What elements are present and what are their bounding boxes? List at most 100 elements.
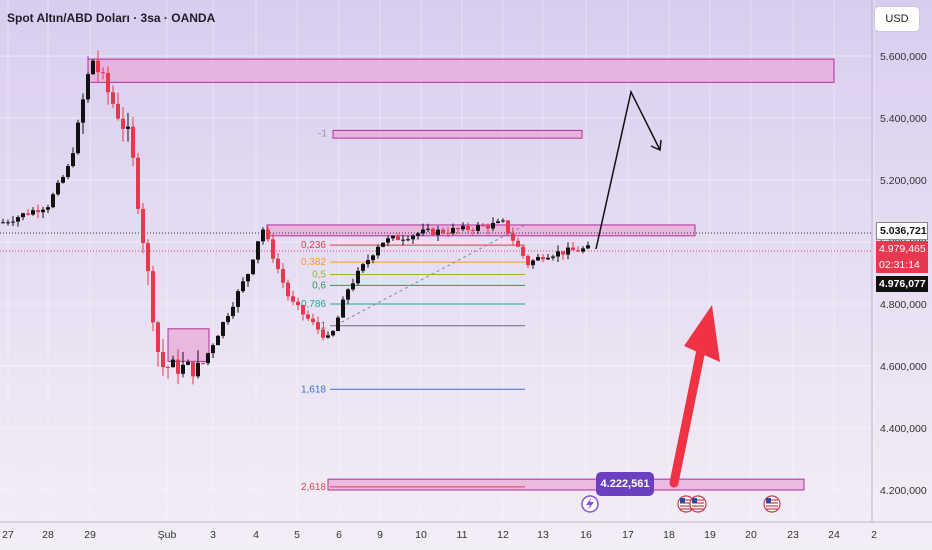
candle-body (421, 229, 425, 234)
candle-body (86, 74, 90, 100)
candle-body (166, 367, 170, 369)
flag-canton (766, 498, 771, 503)
candle-body (161, 352, 165, 368)
x-tick-label: 24 (828, 529, 840, 541)
candle-body (36, 210, 40, 213)
candle-body (546, 257, 550, 260)
candle-body (371, 255, 375, 261)
lightning-icon (581, 495, 599, 513)
candle-body (271, 239, 275, 259)
currency-button[interactable]: USD (874, 6, 920, 32)
candle-body (451, 228, 455, 234)
us-flag-icon (763, 495, 781, 513)
candle-body (251, 259, 255, 275)
candle-body (531, 260, 535, 266)
x-tick-label: 12 (497, 529, 509, 541)
candle-body (486, 225, 490, 229)
candle-body (256, 241, 260, 260)
candle-body (326, 335, 330, 338)
candle-body (281, 269, 285, 283)
grid-lines (0, 0, 874, 522)
candle-body (571, 247, 575, 251)
candle-body (121, 118, 125, 129)
candle-body (436, 229, 440, 236)
forecast-arrowhead (650, 139, 662, 152)
x-tick-label: 18 (663, 529, 675, 541)
x-tick-label: 28 (42, 529, 54, 541)
x-tick-label: 3 (210, 529, 216, 541)
target-price-badge: 4.222,561 (596, 472, 654, 496)
candle-body (261, 229, 265, 242)
candle-body (556, 251, 560, 257)
price-zone (167, 328, 210, 362)
x-tick-label: 23 (787, 529, 799, 541)
candle-body (211, 345, 215, 354)
candle-body (316, 322, 320, 330)
candle-body (101, 72, 105, 74)
candle-body (141, 208, 145, 244)
horizontal-price-lines (0, 232, 872, 252)
candle-body (551, 256, 555, 258)
y-tick-label: 5.600,000 (880, 51, 927, 63)
candle-body (586, 245, 590, 249)
candle-body (351, 283, 355, 290)
y-axis: 5.600,0005.400,0005.200,0005.000,0004.80… (871, 0, 927, 522)
candle-body (1, 222, 5, 224)
candle-body (76, 122, 80, 154)
price-label-low: 4.976,077 (876, 276, 928, 292)
x-tick-label: 9 (377, 529, 383, 541)
candle-body (296, 301, 300, 306)
candle-body (146, 243, 150, 272)
candle-body (176, 359, 180, 374)
candle-body (501, 220, 505, 222)
demand-supply-zones: -1 (87, 56, 835, 491)
candle-body (301, 305, 305, 315)
x-tick-label: Şub (158, 529, 177, 541)
red-arrow-shaft (669, 335, 708, 488)
candle-body (216, 335, 220, 346)
fib-level-label: 0,236 (301, 240, 326, 251)
flag-canton (680, 498, 685, 503)
candle-body (186, 362, 190, 365)
candle-body (266, 229, 270, 240)
x-tick-label: 27 (2, 529, 14, 541)
candle-body (356, 270, 360, 284)
candle-body (96, 60, 100, 73)
candle-body (541, 256, 545, 260)
candle-body (361, 264, 365, 271)
candle-body (61, 176, 65, 183)
candle-body (11, 221, 15, 223)
level-minus-1-label: -1 (318, 129, 327, 140)
y-tick-label: 4.400,000 (880, 423, 927, 435)
red-arrow-head (684, 305, 720, 362)
candle-body (476, 225, 480, 231)
candle-body (21, 213, 25, 218)
fib-level-label: 1,618 (301, 384, 326, 395)
candle-body (401, 239, 405, 241)
candle-body (526, 255, 530, 266)
candle-body (496, 221, 500, 223)
candle-body (131, 126, 135, 158)
candle-body (576, 250, 580, 252)
y-tick-label: 4.800,000 (880, 299, 927, 311)
candle-body (406, 239, 410, 241)
candle-body (471, 229, 475, 231)
fib-level-label: 1 (320, 321, 326, 332)
candle-body (81, 99, 85, 123)
candle-body (376, 246, 380, 256)
candle-body (151, 271, 155, 323)
candle-body (226, 316, 230, 323)
x-tick-label: 5 (294, 529, 300, 541)
x-tick-label: 20 (745, 529, 757, 541)
candle-body (206, 353, 210, 364)
candle-body (26, 213, 30, 215)
candle-body (456, 228, 460, 230)
candle-body (191, 362, 195, 377)
candle-body (246, 274, 250, 282)
candle-body (126, 126, 130, 129)
x-tick-label: 2 (871, 529, 877, 541)
countdown-label: 02:31:14 (876, 257, 928, 273)
candle-body (336, 317, 340, 332)
